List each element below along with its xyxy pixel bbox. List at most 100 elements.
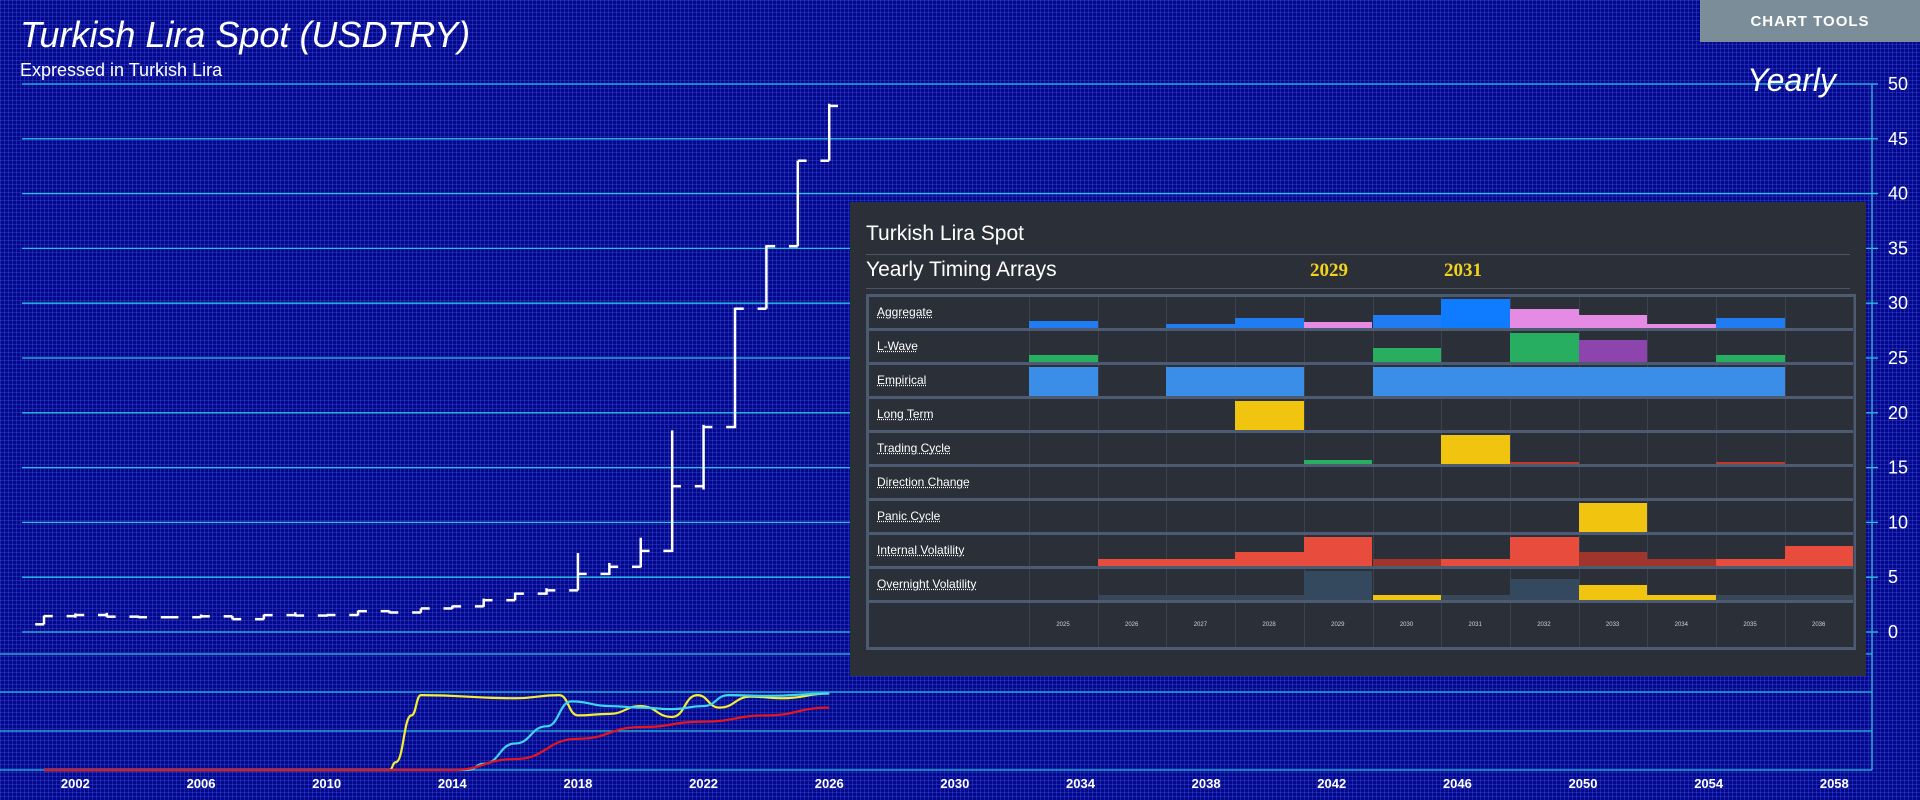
timing-bar: [1716, 559, 1785, 566]
grid-column-line: [1166, 297, 1168, 647]
grid-column-line: [1509, 297, 1511, 647]
timing-bar: [1509, 309, 1579, 328]
timing-bar: [1716, 595, 1785, 600]
y-tick-label: 40: [1888, 184, 1908, 204]
timing-bar: [1235, 552, 1304, 566]
ohlc-bar: [192, 614, 210, 619]
x-tick-label: 2046: [1443, 776, 1472, 791]
timing-bar: [1509, 333, 1579, 362]
grid-column-line: [1647, 297, 1649, 647]
x-tick-label: 2010: [312, 776, 341, 791]
timing-row: Internal Volatility: [869, 535, 1854, 569]
timing-bar: [1235, 401, 1304, 430]
ohlc-bar: [349, 609, 367, 617]
ohlc-bar: [98, 612, 116, 618]
timing-row: Aggregate: [869, 297, 1853, 331]
y-tick-label: 45: [1888, 129, 1908, 149]
x-tick-label: 2038: [1192, 776, 1221, 791]
timing-row: Panic Cycle: [869, 501, 1853, 535]
x-tick-label: 2022: [689, 776, 718, 791]
grid-column-line: [1784, 297, 1786, 647]
timing-bar: [1441, 559, 1510, 566]
y-tick-label: 15: [1888, 458, 1908, 478]
grid-column-line: [1235, 297, 1237, 647]
ohlc-bar: [129, 615, 148, 619]
timing-bar: [1372, 367, 1442, 396]
x-tick-label: 2006: [187, 776, 216, 791]
timing-year-label: 2029: [1331, 622, 1345, 628]
ohlc-bar: [506, 592, 524, 602]
ohlc-bar: [726, 307, 744, 429]
highlight-year-2: 2031: [1444, 260, 1482, 281]
ohlc-bar: [160, 615, 179, 619]
y-tick-label: 20: [1888, 403, 1908, 423]
timing-bar: [1784, 546, 1854, 566]
timing-bar: [1647, 324, 1716, 328]
timing-bar: [1166, 595, 1236, 600]
timing-bar: [1578, 367, 1648, 396]
y-axis-ticks: 0 5 10 15 20 25 30 35 40 45 50: [1872, 74, 1908, 642]
indicator-series-3: [43, 706, 830, 772]
timing-year-label: 2033: [1605, 622, 1620, 628]
timing-bar: [1647, 367, 1716, 396]
timing-grid: Aggregate L-Wave Empirical Long Term Trading…: [866, 294, 1856, 650]
timing-bar: [1029, 367, 1098, 396]
x-tick-label: 2026: [815, 776, 844, 791]
chart-tools-button[interactable]: CHART TOOLS: [1700, 0, 1920, 42]
indicator-series-2: [43, 692, 830, 772]
timing-bar: [1235, 367, 1304, 396]
y-tick-label: 35: [1888, 238, 1908, 258]
y-tick-label: 0: [1888, 622, 1898, 642]
timing-bar: [1509, 537, 1579, 566]
panel-title: Turkish Lira Spot: [866, 222, 1024, 245]
x-tick-label: 2014: [438, 776, 468, 791]
grid-column-line: [1029, 297, 1030, 647]
timing-bar: [1372, 559, 1442, 566]
panel-divider: [866, 288, 1850, 289]
timing-bar: [1441, 435, 1510, 464]
ohlc-bar: [474, 598, 493, 608]
timing-bar: [1441, 299, 1510, 328]
timing-row-label: Direction Change: [877, 475, 970, 489]
panel-subtitle: Yearly Timing Arrays: [866, 258, 1057, 281]
timing-bar: [1097, 559, 1167, 566]
highlight-year-1: 2029: [1310, 260, 1348, 281]
timing-arrays-panel: Turkish Lira Spot Yearly Timing Arrays 2…: [850, 202, 1866, 676]
timing-year-label: 2034: [1674, 622, 1688, 628]
timing-row-label: Trading Cycle: [877, 441, 951, 455]
timing-bar: [1166, 367, 1236, 396]
timing-bar: [1303, 571, 1373, 600]
ohlc-bar: [223, 615, 242, 621]
timing-bar: [1716, 355, 1785, 362]
timing-bar: [1303, 537, 1373, 566]
grid-column-line: [1097, 297, 1099, 647]
timing-bar: [1509, 462, 1579, 464]
timing-bar: [1578, 340, 1648, 362]
x-tick-label: 2042: [1317, 776, 1346, 791]
ohlc-bar: [694, 424, 713, 490]
timing-bar: [1716, 367, 1785, 396]
timing-year-label: 2030: [1399, 622, 1414, 628]
timing-bar: [1372, 348, 1442, 362]
timing-bar: [1716, 462, 1785, 464]
ohlc-bar: [631, 537, 650, 569]
timing-bar: [1235, 595, 1304, 600]
timing-bar: [1509, 367, 1579, 396]
timing-bar: [1441, 595, 1510, 600]
x-tick-label: 2034: [1066, 776, 1096, 791]
x-tick-label: 2058: [1820, 776, 1849, 791]
timing-row: Empirical: [869, 365, 1853, 399]
ohlc-bar: [66, 613, 85, 618]
ohlc-bar: [789, 159, 807, 248]
timing-bar: [1578, 585, 1648, 600]
x-tick-label: 2050: [1569, 776, 1598, 791]
y-tick-label: 25: [1888, 348, 1908, 368]
timing-bar: [1578, 503, 1648, 532]
grid-column-line: [1303, 297, 1305, 647]
timing-bar: [1303, 460, 1373, 464]
timing-bar: [1578, 315, 1648, 328]
ohlc-bar: [412, 607, 430, 614]
timing-row-label: Aggregate: [877, 305, 933, 319]
ohlc-bar: [317, 613, 336, 617]
